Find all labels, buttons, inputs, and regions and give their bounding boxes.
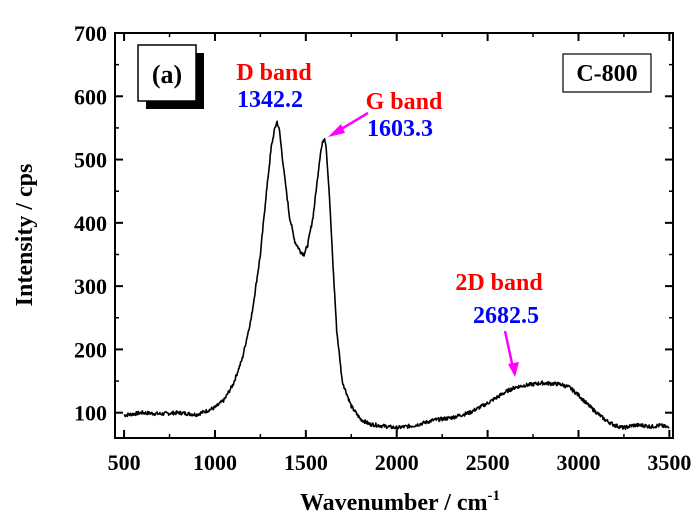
panel-label: (a) — [152, 60, 182, 89]
y-axis-label: Intensity / cps — [12, 164, 38, 307]
y-tick-label: 300 — [74, 274, 107, 299]
2d-band-arrow — [503, 330, 515, 369]
x-tick-labels: 500 1000 1500 2000 2500 3000 3500 — [108, 450, 692, 475]
y-tick-label: 600 — [74, 84, 107, 109]
sample-label: C-800 — [576, 61, 637, 87]
y-tick-label: 100 — [74, 401, 107, 426]
x-tick-label: 3500 — [647, 450, 691, 475]
panel-label-box — [137, 44, 197, 102]
g-band-arrowhead — [328, 124, 345, 137]
plot-frame — [114, 32, 674, 439]
x-tick-label: 3000 — [556, 450, 600, 475]
x-tick-label: 2500 — [466, 450, 510, 475]
y-tick-label: 500 — [74, 148, 107, 173]
2d-band-arrowhead — [508, 362, 519, 377]
axis-ticks — [115, 32, 673, 438]
y-tick-label: 700 — [74, 21, 107, 46]
x-tick-label: 2000 — [375, 450, 419, 475]
g-band-label: G band — [366, 89, 443, 115]
2d-band-value: 2682.5 — [473, 303, 539, 329]
y-tick-label: 200 — [74, 337, 107, 362]
y-tick-labels: 100 200 300 400 500 600 700 — [74, 21, 107, 426]
2d-band-label: 2D band — [455, 270, 543, 296]
spectrum-line — [123, 120, 670, 431]
x-tick-label: 1500 — [284, 450, 328, 475]
x-tick-label: 1000 — [193, 450, 237, 475]
y-tick-label: 400 — [74, 211, 107, 236]
d-band-label: D band — [236, 60, 312, 86]
d-band-value: 1342.2 — [237, 87, 303, 113]
x-axis-label-superscript: -1 — [488, 488, 501, 504]
g-band-value: 1603.3 — [367, 116, 433, 142]
sample-label-box — [562, 53, 652, 93]
x-tick-label: 500 — [108, 450, 141, 475]
x-axis-label: Wavenumber / cm-1 — [300, 488, 500, 516]
